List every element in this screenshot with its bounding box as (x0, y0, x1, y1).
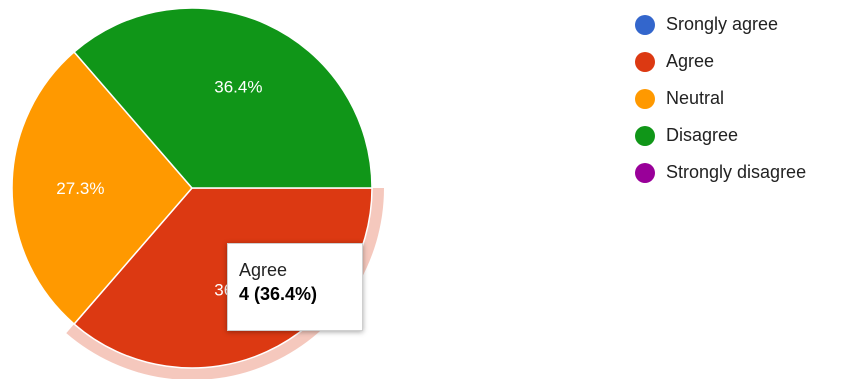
chart-legend: Srongly agree Agree Neutral Disagree Strongl… (635, 6, 806, 191)
legend-swatch-icon (635, 125, 655, 146)
legend-item-neutral[interactable]: Neutral (635, 80, 806, 117)
legend-label: Strongly disagree (666, 162, 807, 182)
slice-label-neutral: 27.3% (56, 179, 104, 198)
chart-tooltip: Agree 4 (36.4%) (227, 243, 363, 331)
pie-slice-disagree[interactable] (73, 7, 373, 189)
legend-swatch-icon (635, 14, 655, 35)
legend-label: Neutral (666, 88, 725, 108)
legend-swatch-icon (635, 162, 655, 183)
legend-swatch-icon (635, 51, 655, 72)
legend-item-strongly-disagree[interactable]: Strongly disagree (635, 154, 806, 191)
legend-item-disagree[interactable]: Disagree (635, 117, 806, 154)
legend-label: Disagree (666, 125, 739, 145)
legend-label: Agree (666, 51, 715, 71)
slice-label-disagree: 36.4% (214, 77, 262, 96)
tooltip-value: 4 (36.4%) (239, 284, 318, 304)
legend-item-agree[interactable]: Agree (635, 43, 806, 80)
pie-slice-neutral[interactable] (11, 50, 193, 326)
legend-swatch-icon (635, 88, 655, 109)
legend-item-srongly-agree[interactable]: Srongly agree (635, 6, 806, 43)
tooltip-title: Agree (239, 260, 288, 280)
legend-label: Srongly agree (666, 14, 779, 34)
